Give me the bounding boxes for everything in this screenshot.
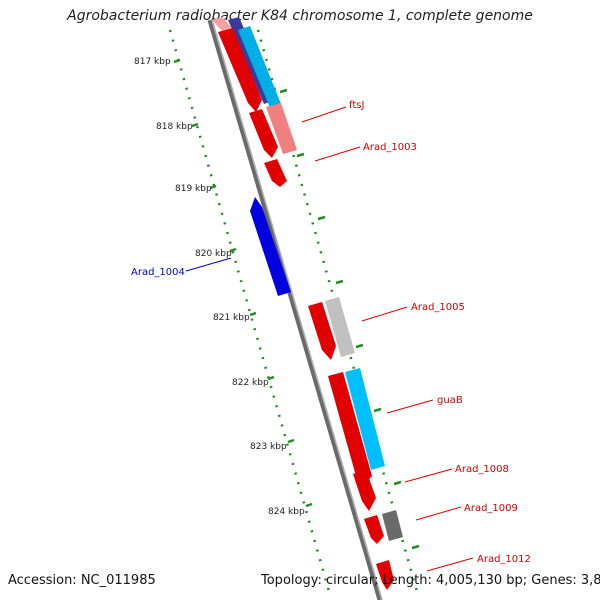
gene-label-guaB: guaB bbox=[437, 395, 463, 406]
genome-summary-text: Topology: circular; Length: 4,005,130 bp… bbox=[261, 573, 600, 588]
gene-label-ftsJ: ftsJ bbox=[349, 100, 364, 111]
outer-major-ticks bbox=[279, 88, 420, 550]
leader-arad1012 bbox=[426, 557, 474, 572]
feature-red-1 bbox=[218, 28, 262, 112]
feature-red-arad1009 bbox=[364, 515, 384, 544]
leader-ftsJ bbox=[301, 106, 347, 123]
gene-label-arad1008: Arad_1008 bbox=[455, 464, 509, 475]
leader-arad1003 bbox=[314, 146, 361, 162]
genome-backbone-highlight bbox=[211, 19, 383, 600]
leader-arad1009 bbox=[415, 506, 462, 521]
feature-red-arad1012 bbox=[376, 560, 394, 590]
major-ticks bbox=[173, 58, 313, 508]
feature-red-small bbox=[264, 159, 287, 187]
feature-red-ftsJ bbox=[249, 109, 278, 158]
feature-dark-arad1009 bbox=[382, 510, 403, 541]
tick-label-817: 817 kbp bbox=[134, 57, 171, 67]
tick-label-822: 822 kbp bbox=[232, 378, 269, 388]
feature-red-arad1005 bbox=[308, 302, 336, 360]
gene-label-arad1004: Arad_1004 bbox=[131, 267, 185, 278]
feature-cyan-1 bbox=[238, 26, 281, 108]
leader-lines bbox=[185, 106, 474, 572]
leader-arad1008 bbox=[404, 468, 453, 483]
tick-label-823: 823 kbp bbox=[250, 442, 287, 452]
gene-label-arad1005: Arad_1005 bbox=[411, 302, 465, 313]
tick-label-818: 818 kbp bbox=[156, 122, 193, 132]
feature-red-guaB bbox=[328, 372, 372, 485]
genome-backbone bbox=[207, 19, 383, 600]
feature-gray-arad1005 bbox=[325, 297, 355, 357]
gene-label-arad1012: Arad_1012 bbox=[477, 554, 531, 565]
leader-arad1004 bbox=[185, 257, 232, 272]
tick-label-821: 821 kbp bbox=[213, 313, 250, 323]
kbp-labels: 817 kbp 818 kbp 819 kbp 820 kbp 821 kbp … bbox=[134, 57, 305, 517]
gene-label-arad1003: Arad_1003 bbox=[363, 142, 417, 153]
tick-label-819: 819 kbp bbox=[175, 184, 212, 194]
forward-features bbox=[212, 17, 403, 590]
feature-blue-arad1004 bbox=[250, 197, 291, 296]
leader-arad1005 bbox=[361, 306, 408, 322]
gene-labels: ftsJ Arad_1003 Arad_1004 Arad_1005 guaB … bbox=[131, 100, 531, 565]
feature-pink-arad1003 bbox=[266, 103, 297, 154]
feature-pink-top bbox=[212, 17, 232, 31]
leader-guaB bbox=[386, 399, 434, 414]
accession-text: Accession: NC_011985 bbox=[8, 573, 156, 588]
feature-red-arad1008 bbox=[353, 470, 376, 511]
map-title: Agrobacterium radiobacter K84 chromosome… bbox=[67, 8, 533, 24]
tick-label-824: 824 kbp bbox=[268, 507, 305, 517]
tick-label-820: 820 kbp bbox=[195, 249, 232, 259]
feature-cyan-guaB bbox=[345, 368, 385, 470]
gene-label-arad1009: Arad_1009 bbox=[464, 503, 518, 514]
